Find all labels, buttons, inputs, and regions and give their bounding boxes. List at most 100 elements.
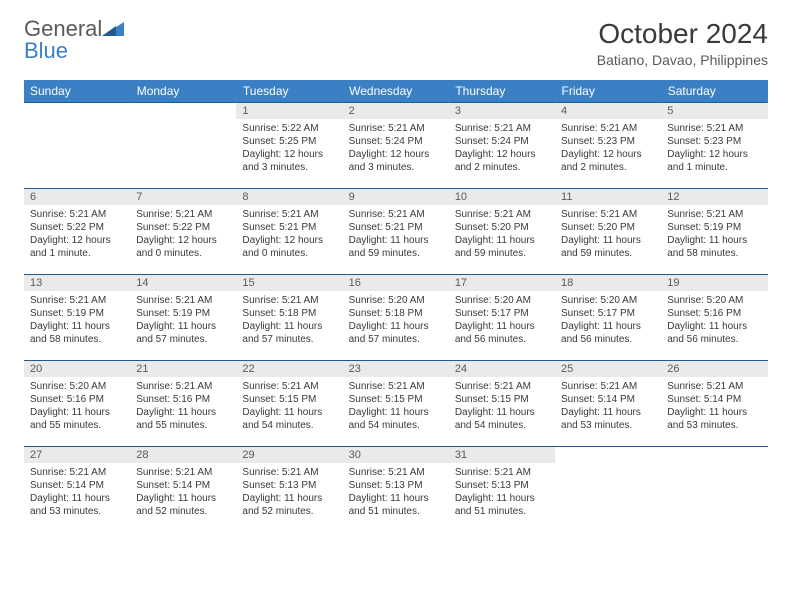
daylight-line: Daylight: 11 hours and 54 minutes. <box>455 406 549 432</box>
daylight-line: Daylight: 11 hours and 55 minutes. <box>136 406 230 432</box>
calendar-day-cell: 27Sunrise: 5:21 AMSunset: 5:14 PMDayligh… <box>24 447 130 533</box>
calendar-day-cell: 20Sunrise: 5:20 AMSunset: 5:16 PMDayligh… <box>24 361 130 447</box>
sunrise-line: Sunrise: 5:21 AM <box>455 466 549 479</box>
day-content: Sunrise: 5:21 AMSunset: 5:23 PMDaylight:… <box>555 119 661 178</box>
day-number: 19 <box>661 275 767 291</box>
sunrise-line: Sunrise: 5:21 AM <box>136 208 230 221</box>
page-header: General Blue October 2024 Batiano, Davao… <box>24 18 768 68</box>
sunrise-line: Sunrise: 5:21 AM <box>561 380 655 393</box>
calendar-day-cell <box>555 447 661 533</box>
sunrise-line: Sunrise: 5:21 AM <box>667 208 761 221</box>
day-number: 12 <box>661 189 767 205</box>
daylight-line: Daylight: 12 hours and 1 minute. <box>30 234 124 260</box>
logo-text: General Blue <box>24 18 124 62</box>
sunset-line: Sunset: 5:13 PM <box>455 479 549 492</box>
weekday-header: Friday <box>555 80 661 103</box>
weekday-header: Thursday <box>449 80 555 103</box>
day-content: Sunrise: 5:21 AMSunset: 5:23 PMDaylight:… <box>661 119 767 178</box>
calendar-week-row: 6Sunrise: 5:21 AMSunset: 5:22 PMDaylight… <box>24 189 768 275</box>
sunrise-line: Sunrise: 5:21 AM <box>561 122 655 135</box>
calendar-day-cell: 1Sunrise: 5:22 AMSunset: 5:25 PMDaylight… <box>236 103 342 189</box>
sunset-line: Sunset: 5:21 PM <box>349 221 443 234</box>
calendar-day-cell: 11Sunrise: 5:21 AMSunset: 5:20 PMDayligh… <box>555 189 661 275</box>
day-content: Sunrise: 5:21 AMSunset: 5:14 PMDaylight:… <box>24 463 130 522</box>
sunset-line: Sunset: 5:19 PM <box>667 221 761 234</box>
day-number: 29 <box>236 447 342 463</box>
sunrise-line: Sunrise: 5:21 AM <box>349 208 443 221</box>
daylight-line: Daylight: 11 hours and 52 minutes. <box>242 492 336 518</box>
calendar-day-cell: 28Sunrise: 5:21 AMSunset: 5:14 PMDayligh… <box>130 447 236 533</box>
sunset-line: Sunset: 5:16 PM <box>136 393 230 406</box>
day-number: 23 <box>343 361 449 377</box>
day-content: Sunrise: 5:20 AMSunset: 5:18 PMDaylight:… <box>343 291 449 350</box>
day-content: Sunrise: 5:21 AMSunset: 5:21 PMDaylight:… <box>343 205 449 264</box>
daylight-line: Daylight: 11 hours and 58 minutes. <box>667 234 761 260</box>
day-number: 1 <box>236 103 342 119</box>
sunset-line: Sunset: 5:17 PM <box>561 307 655 320</box>
day-content: Sunrise: 5:21 AMSunset: 5:14 PMDaylight:… <box>130 463 236 522</box>
sunrise-line: Sunrise: 5:20 AM <box>455 294 549 307</box>
day-content: Sunrise: 5:21 AMSunset: 5:21 PMDaylight:… <box>236 205 342 264</box>
calendar-week-row: 27Sunrise: 5:21 AMSunset: 5:14 PMDayligh… <box>24 447 768 533</box>
calendar-week-row: 13Sunrise: 5:21 AMSunset: 5:19 PMDayligh… <box>24 275 768 361</box>
sunset-line: Sunset: 5:16 PM <box>667 307 761 320</box>
sunset-line: Sunset: 5:14 PM <box>667 393 761 406</box>
day-number: 22 <box>236 361 342 377</box>
sunset-line: Sunset: 5:13 PM <box>242 479 336 492</box>
month-title: October 2024 <box>597 18 768 50</box>
sunrise-line: Sunrise: 5:20 AM <box>561 294 655 307</box>
day-content: Sunrise: 5:21 AMSunset: 5:14 PMDaylight:… <box>555 377 661 436</box>
calendar-day-cell: 12 Sunrise: 5:21 AMSunset: 5:19 PMDayligh… <box>661 189 767 275</box>
sunrise-line: Sunrise: 5:21 AM <box>455 380 549 393</box>
day-content: Sunrise: 5:20 AMSunset: 5:17 PMDaylight:… <box>449 291 555 350</box>
calendar-day-cell: 7Sunrise: 5:21 AMSunset: 5:22 PMDaylight… <box>130 189 236 275</box>
sunrise-line: Sunrise: 5:21 AM <box>30 294 124 307</box>
daylight-line: Daylight: 11 hours and 54 minutes. <box>242 406 336 432</box>
day-number: 14 <box>130 275 236 291</box>
logo-mark-icon <box>102 22 124 36</box>
daylight-line: Daylight: 11 hours and 59 minutes. <box>561 234 655 260</box>
day-content: Sunrise: 5:21 AMSunset: 5:14 PMDaylight:… <box>661 377 767 436</box>
day-content: Sunrise: 5:21 AMSunset: 5:24 PMDaylight:… <box>343 119 449 178</box>
daylight-line: Daylight: 11 hours and 56 minutes. <box>455 320 549 346</box>
weekday-header: Wednesday <box>343 80 449 103</box>
day-content: Sunrise: 5:21 AMSunset: 5:13 PMDaylight:… <box>343 463 449 522</box>
day-content: Sunrise: 5:21 AMSunset: 5:18 PMDaylight:… <box>236 291 342 350</box>
daylight-line: Daylight: 11 hours and 54 minutes. <box>349 406 443 432</box>
daylight-line: Daylight: 11 hours and 55 minutes. <box>30 406 124 432</box>
weekday-header: Sunday <box>24 80 130 103</box>
calendar-day-cell: 30Sunrise: 5:21 AMSunset: 5:13 PMDayligh… <box>343 447 449 533</box>
day-number: 30 <box>343 447 449 463</box>
day-content: Sunrise: 5:20 AMSunset: 5:16 PMDaylight:… <box>24 377 130 436</box>
day-number: 18 <box>555 275 661 291</box>
sunset-line: Sunset: 5:14 PM <box>136 479 230 492</box>
sunset-line: Sunset: 5:17 PM <box>455 307 549 320</box>
calendar-day-cell: 14Sunrise: 5:21 AMSunset: 5:19 PMDayligh… <box>130 275 236 361</box>
sunset-line: Sunset: 5:18 PM <box>242 307 336 320</box>
sunrise-line: Sunrise: 5:21 AM <box>349 466 443 479</box>
day-number: 3 <box>449 103 555 119</box>
day-number: 13 <box>24 275 130 291</box>
day-content: Sunrise: 5:21 AMSunset: 5:20 PMDaylight:… <box>449 205 555 264</box>
day-content: Sunrise: 5:21 AMSunset: 5:24 PMDaylight:… <box>449 119 555 178</box>
sunrise-line: Sunrise: 5:21 AM <box>30 466 124 479</box>
sunrise-line: Sunrise: 5:20 AM <box>667 294 761 307</box>
day-number: 24 <box>449 361 555 377</box>
sunrise-line: Sunrise: 5:21 AM <box>455 208 549 221</box>
weekday-header: Tuesday <box>236 80 342 103</box>
daylight-line: Daylight: 11 hours and 53 minutes. <box>30 492 124 518</box>
calendar-day-cell: 31Sunrise: 5:21 AMSunset: 5:13 PMDayligh… <box>449 447 555 533</box>
calendar-day-cell: 2Sunrise: 5:21 AMSunset: 5:24 PMDaylight… <box>343 103 449 189</box>
sunset-line: Sunset: 5:23 PM <box>667 135 761 148</box>
calendar-day-cell <box>24 103 130 189</box>
daylight-line: Daylight: 12 hours and 3 minutes. <box>242 148 336 174</box>
daylight-line: Daylight: 11 hours and 51 minutes. <box>349 492 443 518</box>
day-number: 25 <box>555 361 661 377</box>
daylight-line: Daylight: 11 hours and 58 minutes. <box>30 320 124 346</box>
sunset-line: Sunset: 5:13 PM <box>349 479 443 492</box>
calendar-day-cell: 3Sunrise: 5:21 AMSunset: 5:24 PMDaylight… <box>449 103 555 189</box>
day-number: 6 <box>24 189 130 205</box>
sunrise-line: Sunrise: 5:20 AM <box>349 294 443 307</box>
day-content: Sunrise: 5:21 AMSunset: 5:19 PMDaylight:… <box>130 291 236 350</box>
sunrise-line: Sunrise: 5:21 AM <box>242 294 336 307</box>
